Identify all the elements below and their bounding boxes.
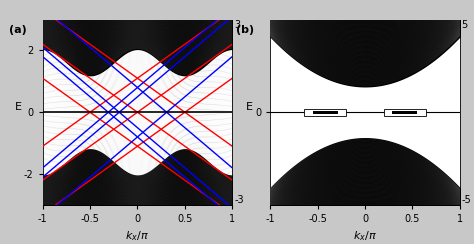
Text: 5: 5 bbox=[462, 20, 468, 30]
Bar bbox=[392, 111, 417, 113]
X-axis label: $k_x/\pi$: $k_x/\pi$ bbox=[353, 230, 377, 243]
Text: 3: 3 bbox=[234, 20, 240, 30]
Text: (b): (b) bbox=[236, 25, 254, 35]
Text: -5: -5 bbox=[462, 195, 472, 205]
Bar bbox=[384, 109, 426, 116]
Y-axis label: E: E bbox=[246, 102, 253, 112]
Text: (a): (a) bbox=[9, 25, 26, 35]
Text: -3: -3 bbox=[234, 195, 244, 205]
Y-axis label: E: E bbox=[15, 102, 22, 112]
Bar bbox=[304, 109, 346, 116]
X-axis label: $k_x/\pi$: $k_x/\pi$ bbox=[126, 230, 149, 243]
Bar bbox=[313, 111, 337, 113]
